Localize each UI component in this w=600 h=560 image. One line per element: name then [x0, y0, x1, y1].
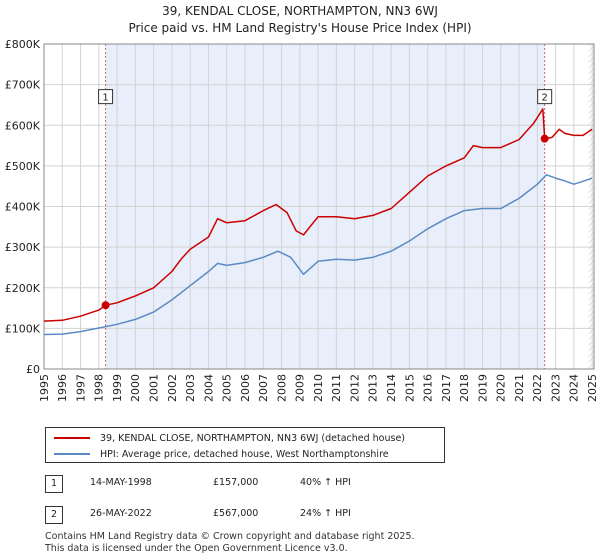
- y-tick-label: £100K: [5, 322, 41, 335]
- legend: 39, KENDAL CLOSE, NORTHAMPTON, NN3 6WJ (…: [45, 427, 445, 463]
- x-tick-label: 1998: [93, 374, 106, 402]
- chart-title: 39, KENDAL CLOSE, NORTHAMPTON, NN3 6WJ: [162, 4, 438, 18]
- transaction-date: 26-MAY-2022: [90, 508, 152, 519]
- x-tick-label: 2013: [367, 374, 380, 402]
- x-tick-label: 2022: [531, 374, 544, 402]
- legend-item-property: 39, KENDAL CLOSE, NORTHAMPTON, NN3 6WJ (…: [54, 431, 405, 445]
- y-tick-label: £700K: [5, 79, 41, 92]
- legend-item-hpi: HPI: Average price, detached house, West…: [54, 447, 389, 461]
- x-tick-label: 2025: [586, 374, 599, 402]
- x-tick-label: 2015: [403, 374, 416, 402]
- x-tick-label: 2008: [275, 374, 288, 402]
- x-tick-label: 1997: [74, 374, 87, 402]
- x-tick-label: 2004: [202, 374, 215, 402]
- y-tick-label: £800K: [5, 38, 41, 51]
- chart-svg: £0 £100K £200K £300K £400K £500K £600K £700K £80…: [5, 38, 599, 402]
- legend-swatch-property: [54, 437, 90, 439]
- x-tick-label: 1996: [56, 374, 69, 402]
- transaction-hpi-change: 40% ↑ HPI: [300, 477, 351, 488]
- x-tick-label: 1999: [111, 374, 124, 402]
- x-tick-label: 2020: [495, 374, 508, 402]
- y-tick-label: £400K: [5, 201, 41, 214]
- x-tick-label: 2014: [385, 374, 398, 402]
- transaction-badge: 1: [45, 475, 63, 493]
- x-tick-label: 2024: [568, 374, 581, 402]
- x-tick-label: 2002: [166, 374, 179, 402]
- sale-number-box: [98, 89, 114, 105]
- property-price-line: [43, 108, 593, 322]
- transaction-badge: 2: [45, 506, 63, 524]
- y-tick-label: £600K: [5, 119, 41, 132]
- legend-swatch-hpi: [54, 453, 90, 455]
- footer-license: This data is licensed under the Open Gov…: [45, 543, 348, 554]
- transaction-price: £567,000: [213, 508, 259, 519]
- y-tick-label: £200K: [5, 282, 41, 295]
- sale-number-label: 2: [541, 93, 547, 104]
- hpi-line: [43, 174, 593, 336]
- y-tick-label: £300K: [5, 241, 41, 254]
- footer-copyright: Contains HM Land Registry data © Crown c…: [45, 531, 415, 542]
- x-tick-label: 2006: [239, 374, 252, 402]
- sale-number-box: [537, 89, 553, 105]
- legend-label-hpi: HPI: Average price, detached house, West…: [100, 448, 389, 460]
- x-tick-label: 1995: [38, 374, 51, 402]
- x-tick-label: 2010: [312, 374, 325, 402]
- x-tick-label: 2007: [257, 374, 270, 402]
- y-tick-label: £500K: [5, 160, 41, 173]
- sale-point: [540, 134, 549, 143]
- plot-frame: [43, 43, 595, 370]
- x-tick-label: 2005: [221, 374, 234, 402]
- chart-subtitle: Price paid vs. HM Land Registry's House …: [128, 21, 472, 35]
- transaction-price: £157,000: [213, 477, 259, 488]
- footer: Contains HM Land Registry data © Crown c…: [45, 531, 415, 555]
- x-tick-label: 2012: [348, 374, 361, 402]
- x-tick-label: 2009: [294, 374, 307, 402]
- x-tick-label: 2017: [440, 374, 453, 402]
- x-tick-label: 2016: [422, 374, 435, 402]
- transaction-hpi-change: 24% ↑ HPI: [300, 508, 351, 519]
- x-tick-label: 2000: [129, 374, 142, 402]
- x-tick-label: 2019: [476, 374, 489, 402]
- x-tick-label: 2011: [330, 374, 343, 402]
- x-tick-label: 2021: [513, 374, 526, 402]
- sale-point: [101, 301, 110, 310]
- legend-label-property: 39, KENDAL CLOSE, NORTHAMPTON, NN3 6WJ (…: [100, 432, 406, 444]
- y-tick-label: £0: [26, 363, 40, 376]
- transaction-date: 14-MAY-1998: [90, 477, 152, 488]
- sale-number-label: 1: [102, 93, 108, 104]
- x-tick-label: 2001: [147, 374, 160, 402]
- x-tick-label: 2018: [458, 374, 471, 402]
- x-tick-label: 2023: [549, 374, 562, 402]
- x-tick-label: 2003: [184, 374, 197, 402]
